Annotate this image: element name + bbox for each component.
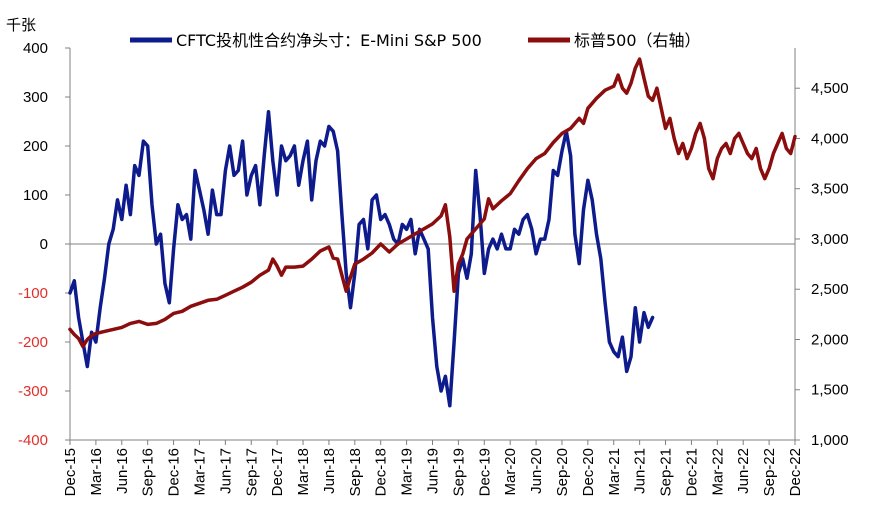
- x-tick-label: Dec-18: [373, 448, 390, 496]
- right-tick-label: 2,000: [811, 331, 849, 348]
- x-tick-label: Mar-20: [502, 448, 519, 496]
- left-tick-label: 300: [23, 89, 48, 106]
- x-tick-label: Jun-22: [735, 448, 752, 494]
- right-tick-label: 4,000: [811, 130, 849, 147]
- x-tick-label: Jun-17: [217, 448, 234, 494]
- left-tick-label: 200: [23, 138, 48, 155]
- left-tick-label: -400: [18, 432, 48, 449]
- x-tick-label: Mar-18: [295, 448, 312, 496]
- x-tick-label: Dec-17: [269, 448, 286, 496]
- legend-label-cftc: CFTC投机性合约净头寸：E-Mini S&P 500: [176, 31, 482, 50]
- tick-labels: 400 300 200 100 0 -100 -200 -300 -400 4,500 4,000 3…: [18, 40, 849, 496]
- x-tick-label: Dec-21: [683, 448, 700, 496]
- series-line-sp500: [68, 57, 797, 349]
- x-tick-label: Mar-16: [88, 448, 105, 496]
- x-tick-label: Sep-17: [243, 448, 260, 496]
- right-tick-label: 2,500: [811, 281, 849, 298]
- x-tick-label: Sep-18: [347, 448, 364, 496]
- x-tick-label: Sep-22: [761, 448, 778, 496]
- x-tick-label: Jun-21: [632, 448, 649, 494]
- left-tick-label: -300: [18, 383, 48, 400]
- axes: [65, 47, 800, 445]
- right-tick-label: 1,500: [811, 382, 849, 399]
- left-tick-label: 100: [23, 187, 48, 204]
- x-tick-label: Mar-19: [399, 448, 416, 496]
- x-tick-label: Sep-16: [140, 448, 157, 496]
- x-tick-label: Mar-21: [606, 448, 623, 496]
- x-tick-label: Mar-22: [709, 448, 726, 496]
- left-tick-label: -200: [18, 334, 48, 351]
- left-axis-unit: 千张: [6, 16, 36, 34]
- left-tick-label: -100: [18, 285, 48, 302]
- x-tick-label: Dec-22: [787, 448, 804, 496]
- left-tick-label: 400: [23, 40, 48, 57]
- left-tick-label: 0: [40, 236, 48, 253]
- x-tick-label: Jun-18: [321, 448, 338, 494]
- legend: CFTC投机性合约净头寸：E-Mini S&P 500 标普500（右轴）: [130, 31, 701, 50]
- x-tick-label: Jun-20: [528, 448, 545, 494]
- right-tick-label: 3,500: [811, 181, 849, 198]
- right-tick-label: 1,000: [811, 432, 849, 449]
- x-tick-label: Sep-19: [450, 448, 467, 496]
- x-tick-label: Dec-20: [580, 448, 597, 496]
- x-tick-label: Mar-17: [191, 448, 208, 496]
- x-tick-label: Jun-19: [425, 448, 442, 494]
- right-tick-label: 4,500: [811, 80, 849, 97]
- x-tick-label: Dec-19: [476, 448, 493, 496]
- x-tick-label: Sep-20: [554, 448, 571, 496]
- right-tick-label: 3,000: [811, 231, 849, 248]
- x-tick-label: Jun-16: [114, 448, 131, 494]
- series-line-cftc: [68, 109, 655, 408]
- x-tick-label: Dec-15: [62, 448, 79, 496]
- series: [68, 57, 797, 408]
- legend-label-sp500: 标普500（右轴）: [574, 31, 701, 50]
- x-tick-label: Sep-21: [658, 448, 675, 496]
- x-tick-label: Dec-16: [166, 448, 183, 496]
